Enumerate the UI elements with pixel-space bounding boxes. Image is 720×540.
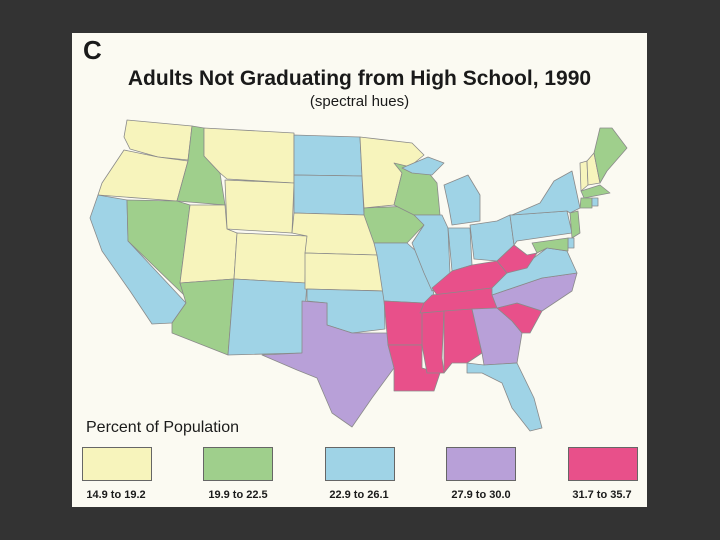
- state-ny: [511, 170, 581, 216]
- state-mi: [401, 156, 481, 226]
- legend-label-1: 14.9 to 19.2: [86, 489, 146, 501]
- state-wy: [224, 179, 295, 234]
- state-md: [531, 237, 569, 254]
- state-ct: [579, 197, 593, 209]
- state-fl: [466, 362, 543, 432]
- state-ri: [591, 197, 599, 207]
- legend-label-2: 19.9 to 22.5: [208, 489, 268, 501]
- legend-swatch-5: [568, 447, 638, 481]
- state-nj: [569, 210, 581, 239]
- legend-swatch-3: [325, 447, 395, 481]
- legend-label-5: 31.7 to 35.7: [572, 489, 632, 501]
- legend-swatch-1: [82, 447, 152, 481]
- legend-label-4: 27.9 to 30.0: [451, 489, 511, 501]
- state-nm: [227, 278, 308, 356]
- state-ma: [580, 184, 611, 199]
- us-state-map: [89, 119, 628, 432]
- legend-swatch-2: [203, 447, 273, 481]
- map-subtitle: (spectral hues): [309, 93, 410, 110]
- state-ks: [304, 252, 385, 292]
- state-nd: [293, 134, 363, 177]
- legend-title: Percent of Population: [86, 419, 239, 436]
- state-sd: [293, 174, 365, 216]
- state-il: [411, 214, 451, 292]
- map-title: Adults Not Graduating from High School, …: [127, 67, 592, 90]
- panel-letter: C: [83, 35, 102, 65]
- state-la: [387, 344, 441, 392]
- state-me: [593, 127, 628, 184]
- map-panel: C Adults Not Graduating from High School…: [72, 33, 647, 507]
- state-co: [233, 232, 308, 284]
- state-in: [447, 227, 473, 272]
- state-de: [567, 237, 575, 249]
- states-layer: [89, 119, 628, 432]
- state-ms: [421, 310, 445, 374]
- legend-label-3: 22.9 to 26.1: [329, 489, 389, 501]
- state-mt: [203, 127, 295, 184]
- state-tx: [261, 300, 395, 428]
- legend-swatch-4: [446, 447, 516, 481]
